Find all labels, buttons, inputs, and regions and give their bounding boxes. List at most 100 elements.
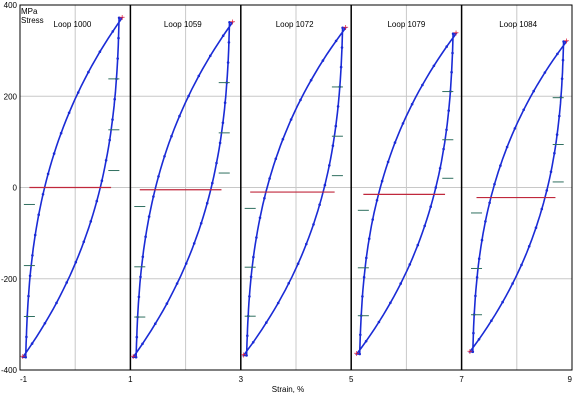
data-point — [493, 182, 496, 186]
data-point — [401, 122, 405, 125]
data-point — [258, 216, 262, 220]
data-point — [534, 226, 538, 229]
data-point — [37, 213, 40, 216]
data-point — [560, 77, 564, 80]
data-point — [175, 282, 179, 285]
data-point — [558, 114, 561, 118]
data-point — [24, 355, 28, 359]
loop-label: Loop 1079 — [387, 20, 425, 29]
x-axis-label: Strain, % — [272, 385, 304, 394]
y-tick-label: -400 — [1, 366, 18, 375]
data-point — [199, 222, 203, 225]
data-point — [228, 21, 231, 24]
data-point — [471, 350, 475, 354]
loop-label: Loop 1000 — [54, 20, 92, 29]
data-point — [226, 61, 230, 64]
loop-curve — [468, 40, 569, 353]
y-tick-label: -200 — [1, 275, 18, 284]
data-point — [532, 89, 535, 93]
peak-marker: + — [230, 17, 236, 28]
data-point — [74, 260, 78, 264]
data-point — [137, 295, 141, 299]
data-point — [408, 263, 412, 266]
data-point — [328, 164, 331, 167]
data-point — [339, 65, 343, 69]
data-point — [336, 105, 340, 108]
data-point — [556, 52, 559, 56]
data-point — [178, 114, 181, 118]
data-point — [28, 274, 32, 278]
data-point — [305, 242, 308, 246]
data-point — [98, 50, 102, 53]
data-point — [67, 111, 71, 115]
loop-series: ++ — [467, 37, 570, 358]
data-point — [475, 276, 479, 279]
y-axis-label: Stress — [21, 16, 44, 25]
data-point — [221, 121, 225, 125]
x-tick-label: 3 — [239, 375, 244, 384]
data-point — [245, 354, 248, 357]
data-point — [299, 98, 302, 102]
peak-marker: + — [564, 37, 570, 48]
data-point — [221, 34, 225, 37]
data-point — [27, 294, 30, 298]
data-point — [362, 275, 366, 279]
data-point — [43, 322, 47, 325]
data-point — [139, 275, 142, 279]
panel-dividers — [129, 5, 463, 370]
data-point — [95, 199, 99, 203]
data-point — [321, 59, 325, 62]
data-point — [30, 342, 34, 345]
data-point — [450, 70, 453, 74]
data-point — [545, 189, 549, 192]
data-point — [421, 83, 424, 87]
data-point — [144, 235, 147, 238]
y-tick-label: 200 — [4, 92, 18, 101]
x-tick-label: 1 — [128, 375, 133, 384]
y-tick-label: 0 — [13, 184, 18, 193]
data-point — [255, 236, 258, 239]
loop-labels: Loop 1000 Loop 1059 Loop 1072 Loop 1079 Loop… — [54, 20, 538, 29]
data-point — [389, 301, 392, 305]
data-point — [522, 108, 525, 112]
data-point — [82, 240, 86, 244]
data-point — [25, 335, 28, 339]
data-point — [445, 128, 448, 132]
data-point — [399, 282, 403, 285]
data-point — [540, 207, 544, 211]
data-point — [445, 45, 449, 48]
data-point — [511, 282, 514, 285]
valley-marker: + — [354, 349, 360, 360]
data-point — [488, 201, 491, 205]
data-point — [474, 294, 477, 298]
data-point — [141, 342, 144, 346]
data-point — [312, 223, 315, 226]
peak-marker: + — [453, 29, 459, 40]
data-point — [113, 97, 116, 101]
data-point — [380, 179, 384, 183]
data-point — [251, 341, 255, 344]
data-point — [287, 282, 291, 285]
data-point — [432, 64, 436, 68]
data-point — [334, 39, 338, 43]
x-tick-label: 7 — [459, 375, 464, 384]
x-tick-label: 9 — [568, 375, 573, 384]
data-point — [76, 91, 80, 94]
data-point — [477, 338, 481, 341]
data-point — [265, 321, 268, 324]
data-point — [543, 71, 547, 74]
loop-series: ++ — [20, 13, 125, 363]
data-point — [364, 339, 368, 343]
data-point — [227, 41, 231, 44]
data-point — [386, 160, 390, 164]
data-point — [249, 275, 253, 279]
data-point — [276, 301, 280, 305]
data-point — [429, 205, 433, 208]
data-point — [184, 262, 188, 265]
data-point — [197, 74, 201, 78]
data-point — [562, 40, 565, 43]
x-tick-label: 5 — [349, 375, 354, 384]
data-point — [108, 138, 111, 142]
loop-series: ++ — [241, 23, 349, 362]
data-point — [52, 152, 56, 155]
